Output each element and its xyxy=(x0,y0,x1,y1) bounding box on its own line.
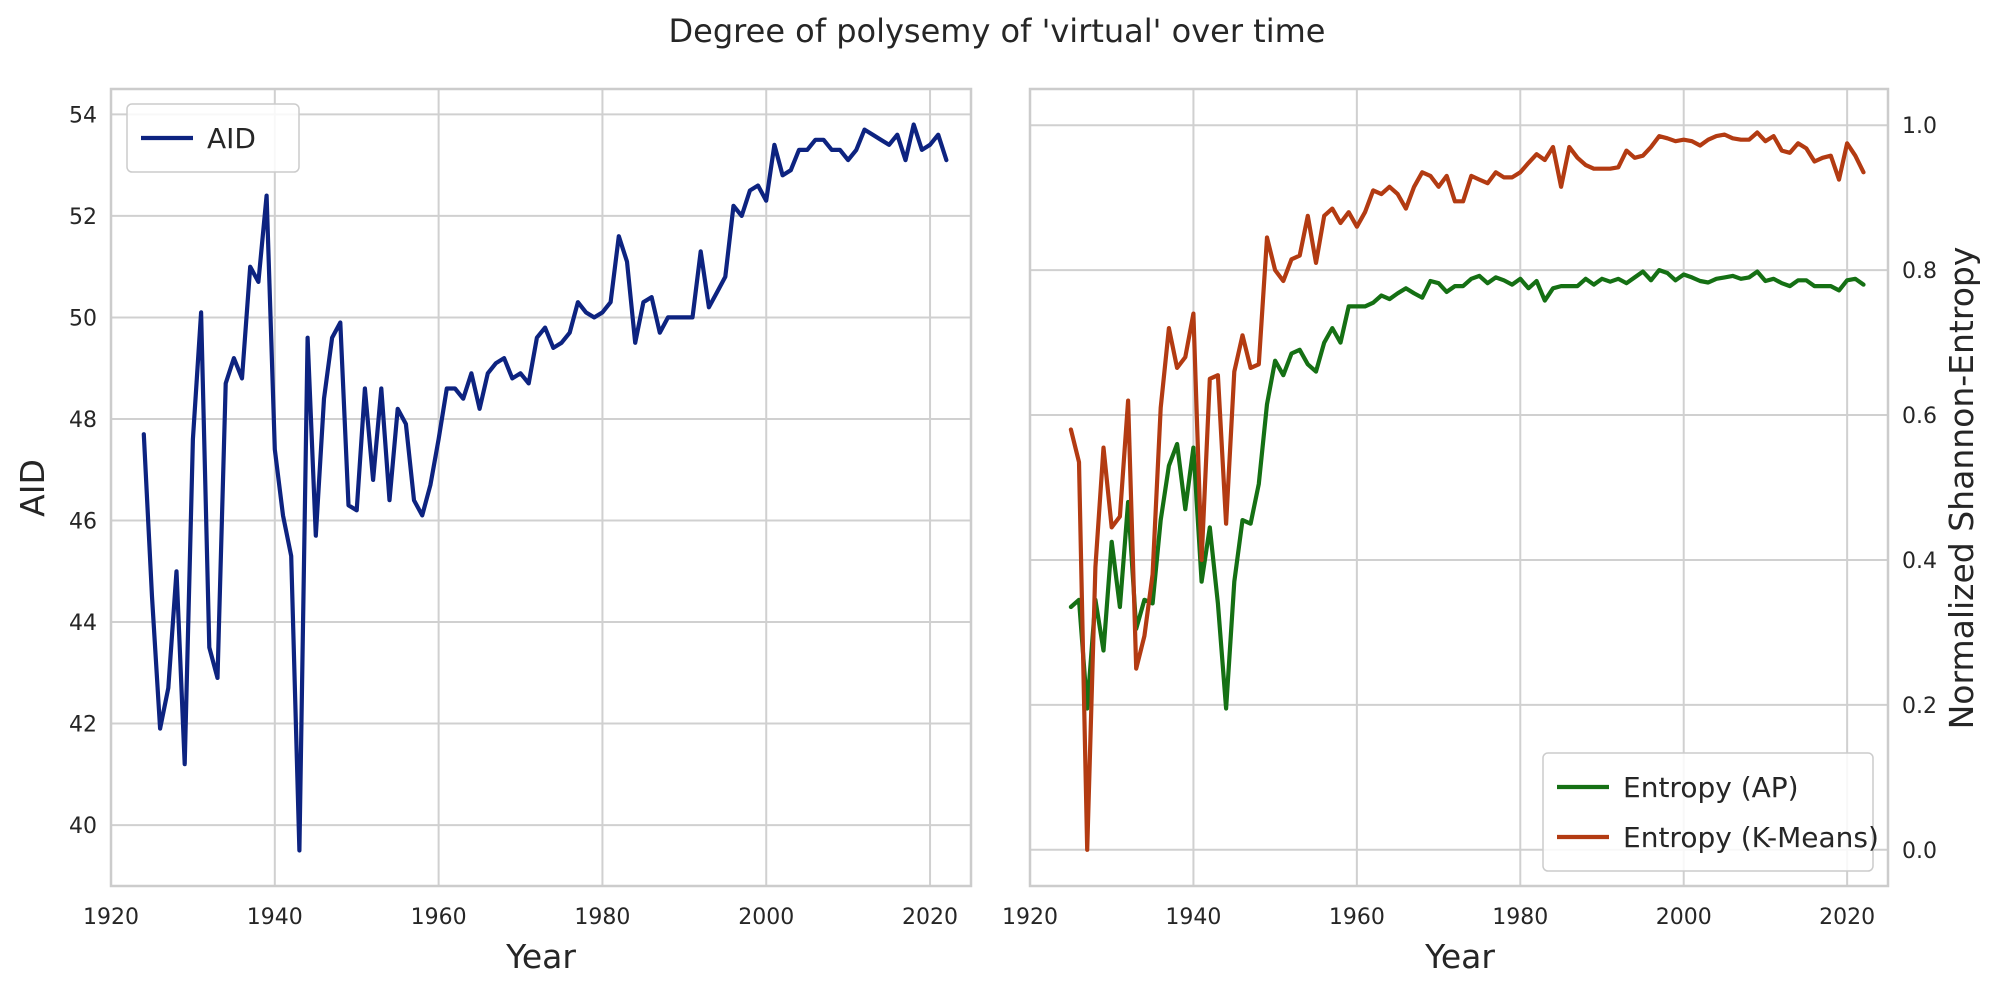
entropy-chart-y-tick-label: 0.2 xyxy=(1902,694,1937,719)
aid-chart-x-tick-label: 1980 xyxy=(574,905,630,930)
entropy-chart-x-tick-label: 2020 xyxy=(1819,905,1875,930)
entropy-chart-legend: Entropy (AP) Entropy (K-Means) xyxy=(1542,752,1879,872)
entropy-chart-x-ticks: 1920 1940 1960 1980 2000 2020 xyxy=(1002,905,1875,930)
aid-chart-x-tick-label: 1960 xyxy=(411,905,467,930)
aid-chart-x-tick-label: 2000 xyxy=(738,905,794,930)
aid-chart-x-tick-label: 1940 xyxy=(247,905,303,930)
entropy-chart-y-axis-label: Normalized Shannon-Entropy xyxy=(1942,247,1981,730)
aid-chart-x-tick-label: 1920 xyxy=(83,905,139,930)
aid-chart-y-tick-label: 50 xyxy=(69,306,97,331)
aid-chart-x-tick-label: 2020 xyxy=(902,905,958,930)
aid-chart-y-tick-label: 40 xyxy=(69,814,97,839)
entropy-chart-panel: 1920 1940 1960 1980 2000 2020 0.0 0.2 0.4 0.6 0.8… xyxy=(1002,87,1981,976)
entropy-chart-frame xyxy=(1028,87,1890,888)
entropy-chart-x-tick-label: 2000 xyxy=(1656,905,1712,930)
entropy-chart-series-line-2 xyxy=(1068,130,1866,852)
aid-chart-series-line-1 xyxy=(141,122,949,853)
entropy-chart-y-tick-label: 0.8 xyxy=(1902,259,1937,284)
entropy-chart-x-tick-label: 1940 xyxy=(1165,905,1221,930)
entropy-chart-x-tick-label: 1920 xyxy=(1002,905,1058,930)
entropy-chart-y-tick-label: 1.0 xyxy=(1902,114,1937,139)
entropy-chart-legend-label: Entropy (AP) xyxy=(1623,771,1799,804)
entropy-chart-x-axis-label: Year xyxy=(1424,937,1495,976)
entropy-chart-x-tick-label: 1960 xyxy=(1329,905,1385,930)
aid-chart-legend-label: AID xyxy=(207,122,256,155)
entropy-chart-y-ticks: 0.0 0.2 0.4 0.6 0.8 1.0 xyxy=(1902,114,1937,864)
aid-chart-y-tick-label: 42 xyxy=(69,713,97,738)
entropy-chart-y-tick-label: 0.6 xyxy=(1902,404,1937,429)
aid-chart-y-tick-label: 48 xyxy=(69,408,97,433)
aid-chart-y-tick-label: 54 xyxy=(69,103,97,128)
aid-chart-legend: AID xyxy=(126,103,300,173)
entropy-chart-x-tick-label: 1980 xyxy=(1492,905,1548,930)
entropy-chart-series xyxy=(1068,130,1866,852)
aid-chart-series xyxy=(141,122,949,853)
aid-chart-gridlines xyxy=(110,89,971,886)
aid-chart-frame xyxy=(109,87,973,888)
aid-chart-y-tick-label: 46 xyxy=(69,509,97,534)
aid-chart-y-ticks: 40 42 44 46 48 50 52 54 xyxy=(69,103,97,839)
aid-chart-y-axis-label: AID xyxy=(13,459,52,517)
entropy-chart-series-line-1 xyxy=(1068,268,1866,711)
entropy-chart-y-tick-label: 0.0 xyxy=(1902,839,1937,864)
aid-chart-y-tick-label: 52 xyxy=(69,205,97,230)
aid-chart-x-ticks: 1920 1940 1960 1980 2000 2020 xyxy=(83,905,958,930)
entropy-chart-y-tick-label: 0.4 xyxy=(1902,549,1937,574)
aid-chart-panel: 1920 1940 1960 1980 2000 2020 40 42 44 46 48 50 52 5… xyxy=(13,87,973,976)
entropy-chart-legend-label: Entropy (K-Means) xyxy=(1623,821,1879,854)
aid-chart-legend-box xyxy=(126,103,300,173)
figure-title: Degree of polysemy of 'virtual' over tim… xyxy=(669,12,1326,50)
entropy-chart-legend-box xyxy=(1542,752,1874,872)
aid-chart-x-axis-label: Year xyxy=(505,937,576,976)
aid-chart-y-tick-label: 44 xyxy=(69,611,97,636)
